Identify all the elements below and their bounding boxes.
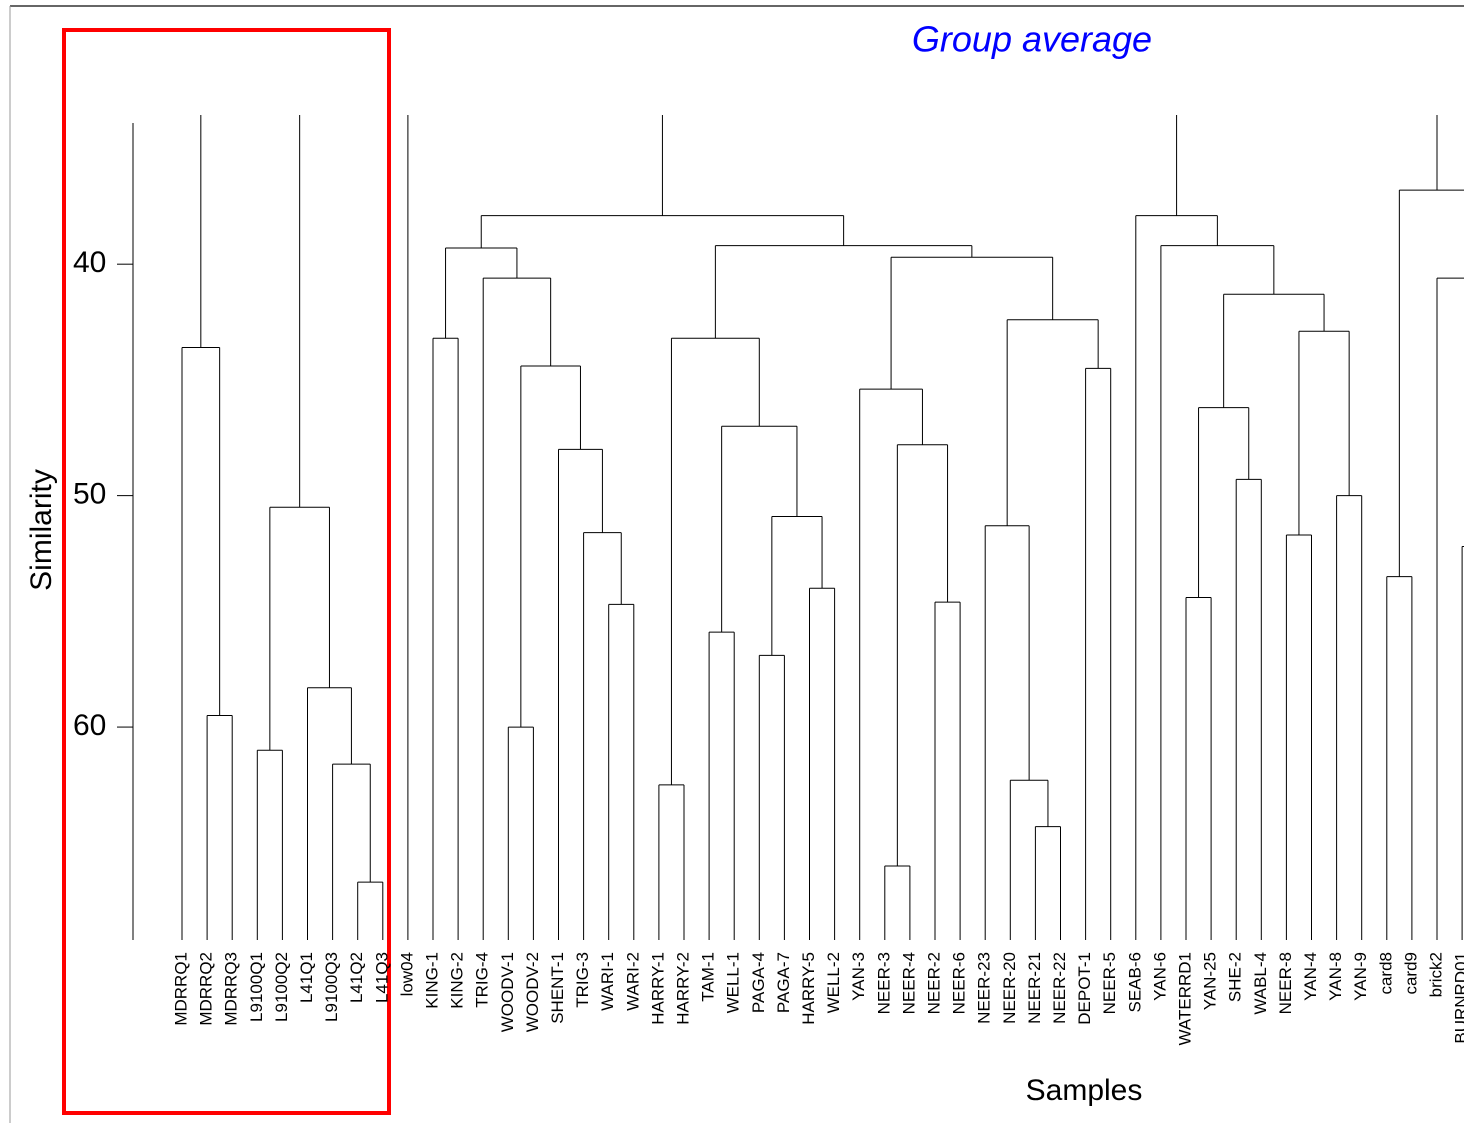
leaf-label: card9: [1401, 952, 1420, 995]
leaf-label: WARI-1: [598, 952, 617, 1011]
leaf-label: HARRY-1: [648, 952, 667, 1025]
leaf-label: BURNRD01: [1452, 952, 1464, 1044]
leaf-label: SHE-2: [1226, 952, 1245, 1002]
leaf-label: NEER-20: [1000, 952, 1019, 1024]
y-tick-label: 60: [73, 709, 106, 742]
leaf-label: DEPOT-1: [1075, 952, 1094, 1025]
leaf-label: KING-2: [448, 952, 467, 1009]
leaf-label: SEAB-6: [1125, 952, 1144, 1012]
leaf-label: KING-1: [422, 952, 441, 1009]
y-axis-label: Similarity: [25, 469, 58, 591]
leaf-label: L9100Q1: [247, 952, 266, 1022]
leaf-label: MDRRQ1: [171, 952, 190, 1026]
leaf-label: TRIG-3: [573, 952, 592, 1008]
leaf-label: NEER-3: [874, 952, 893, 1014]
leaf-label: NEER-2: [924, 952, 943, 1014]
leaf-label: brick2: [1426, 952, 1445, 997]
leaf-label: YAN-6: [1150, 952, 1169, 1001]
x-axis-label: Samples: [1026, 1074, 1143, 1107]
leaf-label: L41Q3: [372, 952, 391, 1003]
leaf-label: PAGA-7: [774, 952, 793, 1013]
leaf-label: WELL-1: [724, 952, 743, 1013]
leaf-label: TAM-1: [699, 952, 718, 1002]
leaf-label: HARRY-5: [799, 952, 818, 1025]
leaf-label: L9100Q2: [272, 952, 291, 1022]
leaf-label: YAN-3: [849, 952, 868, 1001]
leaf-label: SHENT-1: [548, 952, 567, 1024]
leaf-label: NEER-23: [975, 952, 994, 1024]
leaf-label: WARI-2: [623, 952, 642, 1011]
leaf-label: NEER-6: [950, 952, 969, 1014]
leaf-label: YAN-9: [1351, 952, 1370, 1001]
leaf-label: NEER-8: [1276, 952, 1295, 1014]
leaf-label: card8: [1376, 952, 1395, 995]
leaf-label: YAN-8: [1326, 952, 1345, 1001]
leaf-label: NEER-21: [1025, 952, 1044, 1024]
leaf-label: L41Q2: [347, 952, 366, 1003]
leaf-label: WOODV-2: [523, 952, 542, 1032]
leaf-label: WOODV-1: [498, 952, 517, 1032]
leaf-label: MDRRQ2: [197, 952, 216, 1026]
leaf-label: NEER-22: [1050, 952, 1069, 1024]
leaf-label: YAN-25: [1201, 952, 1220, 1010]
leaf-label: MDRRQ3: [222, 952, 241, 1026]
leaf-label: WATERRD1: [1175, 952, 1194, 1046]
leaf-label: TRIG-4: [473, 952, 492, 1008]
leaf-label: HARRY-2: [673, 952, 692, 1025]
leaf-label: PAGA-4: [749, 952, 768, 1013]
leaf-label: NEER-5: [1100, 952, 1119, 1014]
chart-title: Group average: [912, 19, 1152, 60]
leaf-label: low04: [397, 952, 416, 996]
leaf-label: L9100Q3: [322, 952, 341, 1022]
y-tick-label: 50: [73, 478, 106, 511]
leaf-label: L41Q1: [297, 952, 316, 1003]
y-tick-label: 40: [73, 246, 106, 279]
leaf-label: YAN-4: [1301, 952, 1320, 1001]
leaf-label: WABL-4: [1251, 952, 1270, 1015]
highlight-box: [62, 28, 391, 1115]
leaf-label: WELL-2: [824, 952, 843, 1013]
leaf-label: NEER-4: [899, 952, 918, 1014]
